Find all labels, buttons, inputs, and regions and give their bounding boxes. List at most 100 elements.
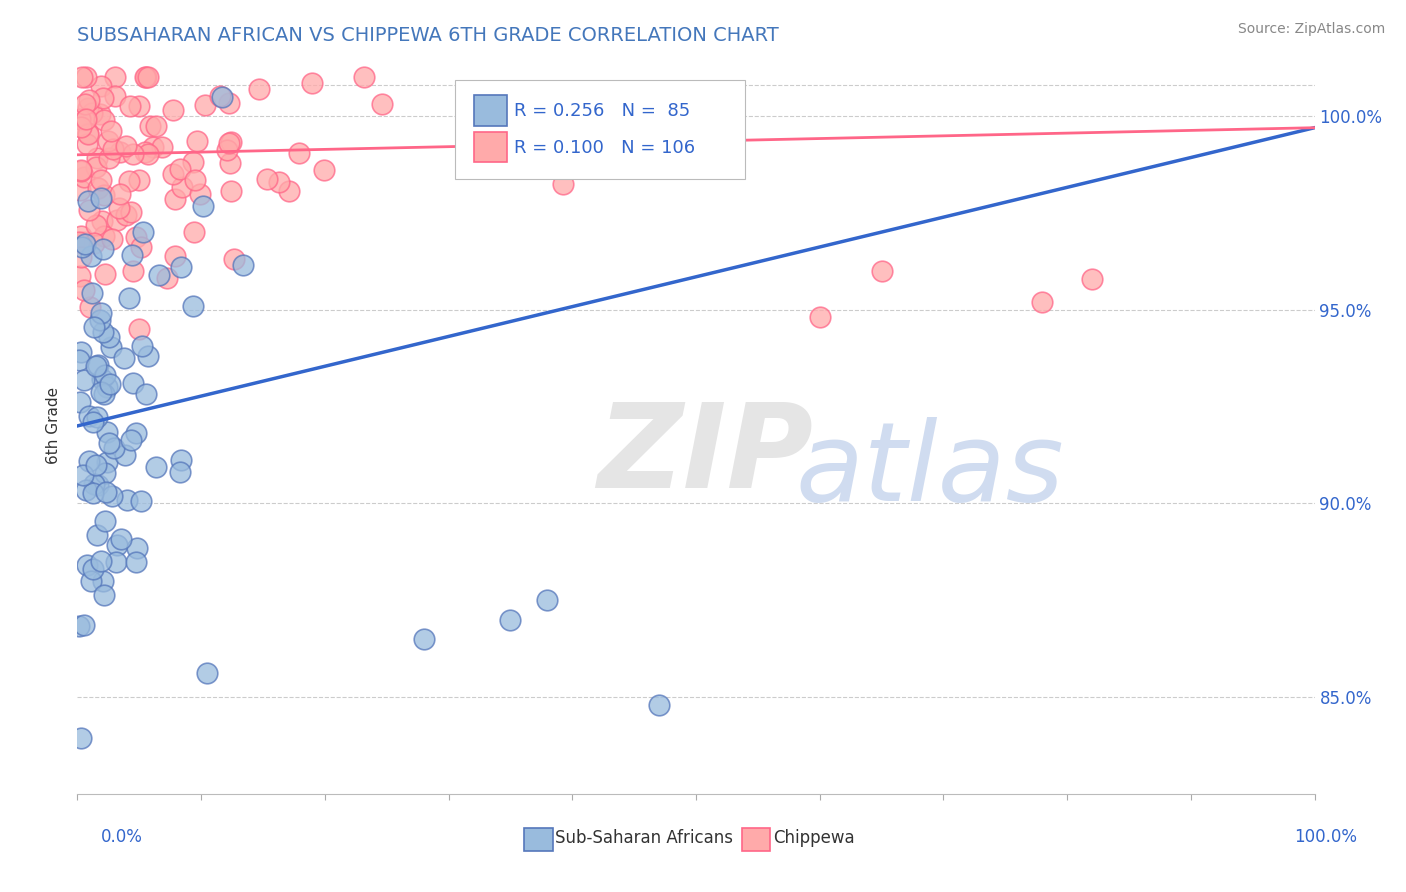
- Point: [808, 310, 831, 325]
- Point: [648, 698, 671, 712]
- Point: [91, 214, 114, 228]
- Point: [77, 94, 100, 108]
- Point: [90, 385, 112, 400]
- Text: R = 0.100   N = 106: R = 0.100 N = 106: [515, 139, 695, 157]
- Point: [114, 138, 136, 153]
- Point: [101, 142, 124, 156]
- Point: [314, 162, 336, 177]
- Point: [91, 372, 114, 386]
- Point: [77, 101, 100, 115]
- Point: [191, 199, 214, 213]
- Point: [115, 492, 138, 507]
- Point: [70, 163, 93, 178]
- Point: [73, 235, 96, 249]
- Point: [86, 151, 108, 165]
- Point: [131, 338, 153, 352]
- Point: [70, 240, 93, 254]
- Point: [90, 78, 112, 93]
- Text: ZIP: ZIP: [598, 398, 813, 513]
- Point: [136, 70, 159, 85]
- Point: [163, 192, 186, 206]
- Point: [870, 264, 893, 278]
- Point: [142, 139, 165, 153]
- Point: [89, 107, 111, 121]
- Point: [128, 322, 150, 336]
- Point: [278, 184, 301, 198]
- Point: [80, 574, 103, 589]
- Point: [170, 453, 193, 467]
- Point: [93, 588, 115, 602]
- Point: [553, 177, 575, 191]
- Point: [94, 267, 117, 281]
- Point: [181, 299, 204, 313]
- Point: [76, 136, 98, 151]
- Point: [1031, 295, 1053, 310]
- Point: [222, 252, 245, 266]
- Point: [82, 486, 104, 500]
- Point: [76, 558, 98, 572]
- Point: [125, 229, 148, 244]
- Point: [136, 349, 159, 363]
- Point: [100, 340, 122, 354]
- Point: [82, 415, 104, 429]
- Point: [86, 409, 108, 424]
- Point: [89, 313, 111, 327]
- Point: [110, 532, 132, 546]
- Point: [132, 225, 155, 239]
- Point: [82, 562, 104, 576]
- Point: [186, 134, 208, 148]
- Point: [128, 99, 150, 113]
- Point: [79, 300, 101, 314]
- Point: [100, 123, 122, 137]
- Point: [77, 409, 100, 423]
- Point: [70, 164, 93, 178]
- Point: [139, 119, 162, 133]
- Point: [194, 98, 217, 112]
- Point: [121, 248, 143, 262]
- Point: [80, 106, 103, 120]
- Point: [77, 127, 100, 141]
- Point: [148, 268, 170, 282]
- Point: [169, 466, 191, 480]
- Point: [75, 237, 97, 252]
- Point: [134, 145, 156, 160]
- Point: [219, 156, 242, 170]
- Point: [135, 386, 157, 401]
- Point: [122, 147, 145, 161]
- Point: [115, 208, 138, 222]
- Point: [86, 528, 108, 542]
- Point: [219, 184, 242, 198]
- Point: [129, 494, 152, 508]
- Point: [98, 376, 121, 391]
- Text: Source: ZipAtlas.com: Source: ZipAtlas.com: [1237, 22, 1385, 37]
- Point: [181, 154, 204, 169]
- Point: [84, 161, 107, 175]
- Point: [108, 145, 131, 159]
- Point: [91, 242, 114, 256]
- Point: [162, 167, 184, 181]
- Point: [96, 380, 118, 394]
- Point: [218, 136, 240, 151]
- Text: atlas: atlas: [794, 417, 1063, 524]
- Point: [120, 433, 142, 447]
- Point: [165, 249, 187, 263]
- Point: [77, 126, 100, 140]
- Point: [75, 483, 97, 497]
- Point: [162, 103, 184, 117]
- Point: [69, 394, 91, 409]
- Text: 0.0%: 0.0%: [101, 828, 143, 846]
- Point: [301, 77, 323, 91]
- Point: [103, 441, 125, 455]
- Point: [105, 555, 128, 569]
- Point: [93, 229, 115, 244]
- Point: [105, 212, 128, 227]
- Point: [145, 460, 167, 475]
- Point: [93, 112, 115, 127]
- Point: [84, 458, 107, 473]
- Point: [83, 235, 105, 250]
- Point: [127, 541, 149, 556]
- Point: [72, 468, 94, 483]
- Text: Sub-Saharan Africans: Sub-Saharan Africans: [555, 830, 734, 847]
- Point: [86, 181, 108, 195]
- Point: [128, 173, 150, 187]
